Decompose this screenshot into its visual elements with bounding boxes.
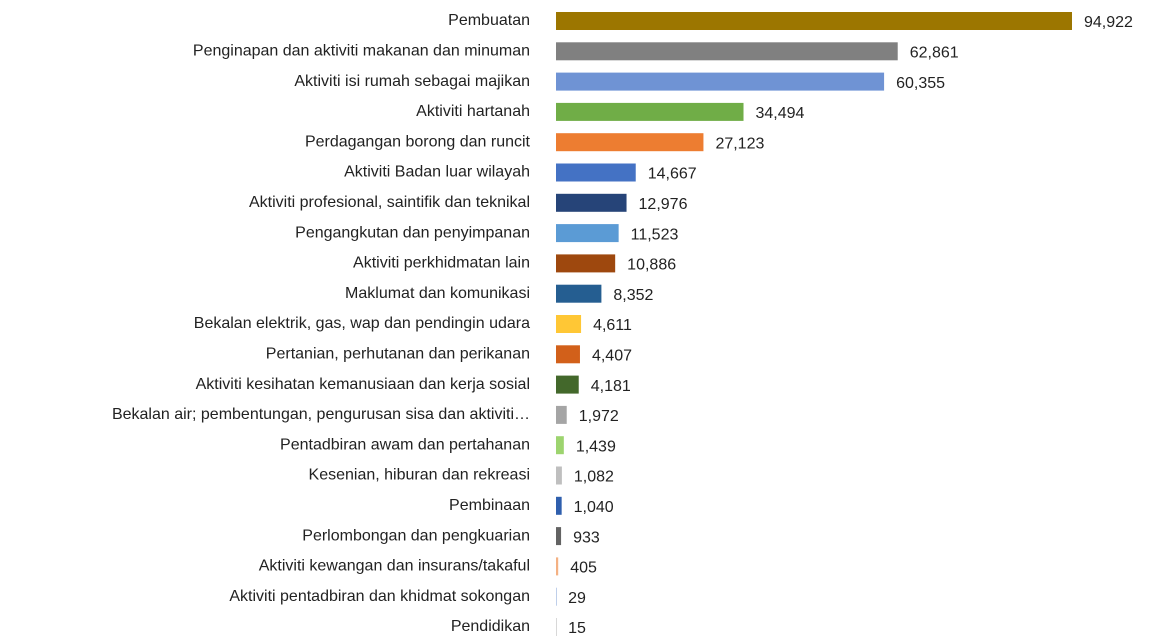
value-label: 4,407 — [592, 348, 632, 365]
category-label: Kesenian, hiburan dan rekreasi — [309, 467, 530, 484]
bar — [556, 163, 636, 182]
value-label: 1,040 — [574, 499, 614, 516]
category-label: Perdagangan borong dan runcit — [305, 133, 531, 150]
bar — [556, 193, 627, 212]
value-label: 14,667 — [648, 166, 697, 183]
value-label: 27,123 — [715, 135, 764, 152]
value-label: 62,861 — [910, 45, 959, 62]
bar — [556, 284, 602, 303]
bar — [556, 405, 567, 424]
bar — [556, 42, 898, 61]
category-label: Perlombongan dan pengkuarian — [302, 527, 530, 544]
bar — [556, 315, 582, 333]
category-label: Pembuatan — [448, 12, 530, 29]
category-label: Aktiviti isi rumah sebagai majikan — [294, 73, 530, 90]
value-label: 11,523 — [631, 226, 679, 243]
category-label: Aktiviti Badan luar wilayah — [344, 164, 530, 181]
category-label: Aktiviti kewangan dan insurans/takaful — [259, 558, 530, 575]
bar — [556, 618, 557, 636]
bar — [556, 345, 580, 364]
category-label: Aktiviti pentadbiran dan khidmat sokonga… — [229, 588, 530, 605]
bar — [556, 527, 562, 546]
bar — [556, 375, 579, 394]
category-label: Pembinaan — [449, 497, 530, 514]
value-label: 1,082 — [574, 469, 614, 486]
bar — [556, 496, 562, 515]
category-label: Penginapan dan aktiviti makanan dan minu… — [193, 43, 530, 60]
value-label: 4,181 — [591, 378, 631, 395]
category-label: Pendidikan — [451, 618, 530, 635]
value-label: 10,886 — [627, 257, 676, 274]
bar — [556, 72, 885, 91]
category-label: Pertanian, perhutanan dan perikanan — [266, 346, 530, 363]
value-label: 933 — [573, 529, 600, 546]
value-label: 405 — [570, 560, 597, 577]
value-label: 12,976 — [639, 196, 688, 213]
category-label: Aktiviti perkhidmatan lain — [353, 255, 530, 272]
bar — [556, 254, 616, 273]
bar — [556, 557, 559, 576]
category-label: Pentadbiran awam dan pertahanan — [280, 436, 530, 453]
category-label: Bekalan elektrik, gas, wap dan pendingin… — [194, 315, 530, 332]
value-label: 34,494 — [756, 105, 805, 122]
category-label: Pengangkutan dan penyimpanan — [295, 224, 530, 241]
value-label: 29 — [568, 590, 586, 607]
category-label: Aktiviti profesional, saintifik dan tekn… — [249, 194, 530, 211]
value-label: 8,352 — [613, 287, 653, 304]
bar — [556, 224, 619, 243]
value-label: 1,439 — [576, 438, 616, 455]
value-label: 94,922 — [1084, 14, 1133, 31]
bar — [556, 133, 704, 152]
bar — [556, 587, 557, 606]
category-label: Bekalan air; pembentungan, pengurusan si… — [112, 406, 530, 423]
bar — [556, 436, 564, 455]
bar — [556, 466, 562, 485]
category-label: Maklumat dan komunikasi — [345, 285, 530, 302]
value-label: 4,611 — [593, 317, 632, 334]
bar — [556, 12, 1072, 30]
category-label: Aktiviti kesihatan kemanusiaan dan kerja… — [196, 376, 530, 393]
bar — [556, 102, 744, 121]
value-label: 15 — [568, 620, 586, 636]
value-label: 1,972 — [579, 408, 619, 425]
category-label: Aktiviti hartanah — [416, 103, 530, 120]
value-label: 60,355 — [896, 75, 945, 92]
